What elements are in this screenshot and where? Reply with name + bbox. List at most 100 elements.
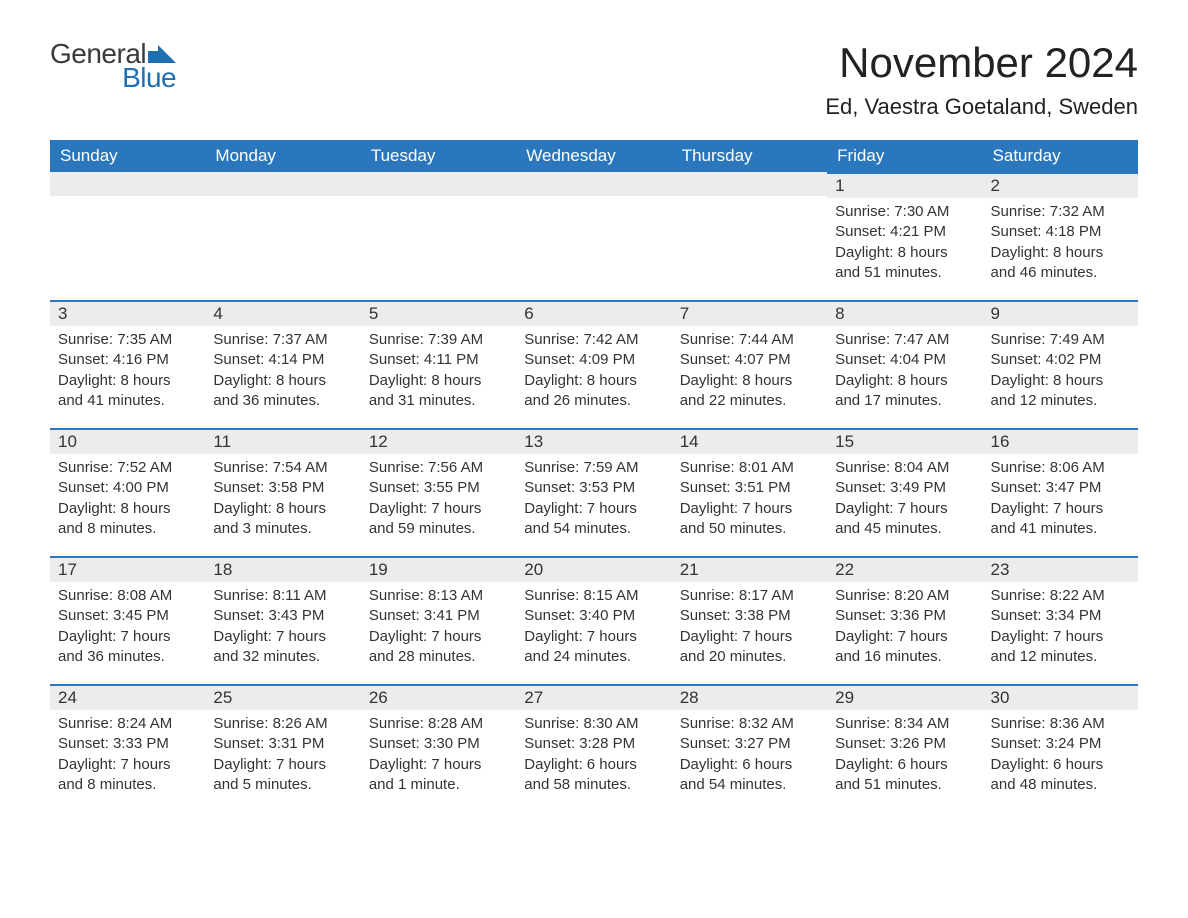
sunrise-line: Sunrise: 8:36 AM bbox=[991, 714, 1130, 734]
calendar-week: 1Sunrise: 7:30 AMSunset: 4:21 PMDaylight… bbox=[50, 172, 1138, 300]
daylight-line: Daylight: 6 hours and 58 minutes. bbox=[524, 755, 663, 796]
sunrise-line: Sunrise: 8:11 AM bbox=[213, 586, 352, 606]
calendar-cell: 16Sunrise: 8:06 AMSunset: 3:47 PMDayligh… bbox=[983, 428, 1138, 556]
daylight-line: Daylight: 7 hours and 41 minutes. bbox=[991, 499, 1130, 540]
calendar-cell: 15Sunrise: 8:04 AMSunset: 3:49 PMDayligh… bbox=[827, 428, 982, 556]
sunrise-line: Sunrise: 7:54 AM bbox=[213, 458, 352, 478]
sunset-line: Sunset: 3:38 PM bbox=[680, 606, 819, 626]
day-details: Sunrise: 8:26 AMSunset: 3:31 PMDaylight:… bbox=[205, 710, 360, 795]
cell-inner: 22Sunrise: 8:20 AMSunset: 3:36 PMDayligh… bbox=[827, 556, 982, 673]
calendar-week: 17Sunrise: 8:08 AMSunset: 3:45 PMDayligh… bbox=[50, 556, 1138, 684]
calendar-cell: 26Sunrise: 8:28 AMSunset: 3:30 PMDayligh… bbox=[361, 684, 516, 812]
sunset-line: Sunset: 3:51 PM bbox=[680, 478, 819, 498]
sunrise-line: Sunrise: 8:26 AM bbox=[213, 714, 352, 734]
sunset-line: Sunset: 3:33 PM bbox=[58, 734, 197, 754]
day-details: Sunrise: 7:42 AMSunset: 4:09 PMDaylight:… bbox=[516, 326, 671, 411]
calendar-cell: 22Sunrise: 8:20 AMSunset: 3:36 PMDayligh… bbox=[827, 556, 982, 684]
cell-inner: 11Sunrise: 7:54 AMSunset: 3:58 PMDayligh… bbox=[205, 428, 360, 545]
sunrise-line: Sunrise: 7:35 AM bbox=[58, 330, 197, 350]
sunrise-line: Sunrise: 8:06 AM bbox=[991, 458, 1130, 478]
day-details: Sunrise: 8:22 AMSunset: 3:34 PMDaylight:… bbox=[983, 582, 1138, 667]
daylight-line: Daylight: 8 hours and 26 minutes. bbox=[524, 371, 663, 412]
cell-inner: 30Sunrise: 8:36 AMSunset: 3:24 PMDayligh… bbox=[983, 684, 1138, 801]
calendar-cell: 4Sunrise: 7:37 AMSunset: 4:14 PMDaylight… bbox=[205, 300, 360, 428]
page: General Blue November 2024 Ed, Vaestra G… bbox=[0, 0, 1188, 852]
calendar-cell: 3Sunrise: 7:35 AMSunset: 4:16 PMDaylight… bbox=[50, 300, 205, 428]
header: General Blue November 2024 Ed, Vaestra G… bbox=[50, 40, 1138, 120]
day-details: Sunrise: 7:52 AMSunset: 4:00 PMDaylight:… bbox=[50, 454, 205, 539]
day-number: 23 bbox=[983, 556, 1138, 582]
cell-inner bbox=[516, 172, 671, 202]
sunset-line: Sunset: 3:26 PM bbox=[835, 734, 974, 754]
calendar-cell: 7Sunrise: 7:44 AMSunset: 4:07 PMDaylight… bbox=[672, 300, 827, 428]
calendar-cell bbox=[50, 172, 205, 300]
cell-inner: 13Sunrise: 7:59 AMSunset: 3:53 PMDayligh… bbox=[516, 428, 671, 545]
calendar-week: 3Sunrise: 7:35 AMSunset: 4:16 PMDaylight… bbox=[50, 300, 1138, 428]
calendar-cell bbox=[361, 172, 516, 300]
weekday-header: Thursday bbox=[672, 140, 827, 172]
cell-inner: 23Sunrise: 8:22 AMSunset: 3:34 PMDayligh… bbox=[983, 556, 1138, 673]
daylight-line: Daylight: 7 hours and 16 minutes. bbox=[835, 627, 974, 668]
day-details: Sunrise: 8:32 AMSunset: 3:27 PMDaylight:… bbox=[672, 710, 827, 795]
daylight-line: Daylight: 8 hours and 12 minutes. bbox=[991, 371, 1130, 412]
day-number: 14 bbox=[672, 428, 827, 454]
calendar-cell: 18Sunrise: 8:11 AMSunset: 3:43 PMDayligh… bbox=[205, 556, 360, 684]
sunrise-line: Sunrise: 7:59 AM bbox=[524, 458, 663, 478]
day-number: 28 bbox=[672, 684, 827, 710]
sunset-line: Sunset: 4:09 PM bbox=[524, 350, 663, 370]
day-number: 24 bbox=[50, 684, 205, 710]
sunset-line: Sunset: 3:49 PM bbox=[835, 478, 974, 498]
day-details: Sunrise: 7:59 AMSunset: 3:53 PMDaylight:… bbox=[516, 454, 671, 539]
calendar-cell: 2Sunrise: 7:32 AMSunset: 4:18 PMDaylight… bbox=[983, 172, 1138, 300]
sunrise-line: Sunrise: 8:08 AM bbox=[58, 586, 197, 606]
day-number: 13 bbox=[516, 428, 671, 454]
day-number: 1 bbox=[827, 172, 982, 198]
sunset-line: Sunset: 4:18 PM bbox=[991, 222, 1130, 242]
day-details: Sunrise: 8:20 AMSunset: 3:36 PMDaylight:… bbox=[827, 582, 982, 667]
calendar-cell: 9Sunrise: 7:49 AMSunset: 4:02 PMDaylight… bbox=[983, 300, 1138, 428]
cell-inner: 16Sunrise: 8:06 AMSunset: 3:47 PMDayligh… bbox=[983, 428, 1138, 545]
sunrise-line: Sunrise: 7:37 AM bbox=[213, 330, 352, 350]
empty-day-bar bbox=[361, 172, 516, 196]
cell-inner: 20Sunrise: 8:15 AMSunset: 3:40 PMDayligh… bbox=[516, 556, 671, 673]
calendar-cell: 14Sunrise: 8:01 AMSunset: 3:51 PMDayligh… bbox=[672, 428, 827, 556]
daylight-line: Daylight: 7 hours and 20 minutes. bbox=[680, 627, 819, 668]
calendar-head: Sunday Monday Tuesday Wednesday Thursday… bbox=[50, 140, 1138, 172]
day-details: Sunrise: 8:08 AMSunset: 3:45 PMDaylight:… bbox=[50, 582, 205, 667]
sunset-line: Sunset: 3:40 PM bbox=[524, 606, 663, 626]
cell-inner bbox=[672, 172, 827, 202]
empty-day-bar bbox=[672, 172, 827, 196]
weekday-header: Wednesday bbox=[516, 140, 671, 172]
calendar-cell: 19Sunrise: 8:13 AMSunset: 3:41 PMDayligh… bbox=[361, 556, 516, 684]
day-details: Sunrise: 8:24 AMSunset: 3:33 PMDaylight:… bbox=[50, 710, 205, 795]
calendar-cell: 24Sunrise: 8:24 AMSunset: 3:33 PMDayligh… bbox=[50, 684, 205, 812]
sunrise-line: Sunrise: 8:32 AM bbox=[680, 714, 819, 734]
calendar-cell: 25Sunrise: 8:26 AMSunset: 3:31 PMDayligh… bbox=[205, 684, 360, 812]
cell-inner: 10Sunrise: 7:52 AMSunset: 4:00 PMDayligh… bbox=[50, 428, 205, 545]
cell-inner: 6Sunrise: 7:42 AMSunset: 4:09 PMDaylight… bbox=[516, 300, 671, 417]
cell-inner: 26Sunrise: 8:28 AMSunset: 3:30 PMDayligh… bbox=[361, 684, 516, 801]
sunrise-line: Sunrise: 7:32 AM bbox=[991, 202, 1130, 222]
daylight-line: Daylight: 7 hours and 59 minutes. bbox=[369, 499, 508, 540]
daylight-line: Daylight: 7 hours and 5 minutes. bbox=[213, 755, 352, 796]
sunset-line: Sunset: 3:41 PM bbox=[369, 606, 508, 626]
day-details: Sunrise: 8:28 AMSunset: 3:30 PMDaylight:… bbox=[361, 710, 516, 795]
daylight-line: Daylight: 7 hours and 12 minutes. bbox=[991, 627, 1130, 668]
cell-inner: 24Sunrise: 8:24 AMSunset: 3:33 PMDayligh… bbox=[50, 684, 205, 801]
day-number: 2 bbox=[983, 172, 1138, 198]
daylight-line: Daylight: 8 hours and 31 minutes. bbox=[369, 371, 508, 412]
calendar-cell: 27Sunrise: 8:30 AMSunset: 3:28 PMDayligh… bbox=[516, 684, 671, 812]
sunrise-line: Sunrise: 8:24 AM bbox=[58, 714, 197, 734]
day-details: Sunrise: 8:17 AMSunset: 3:38 PMDaylight:… bbox=[672, 582, 827, 667]
calendar-cell bbox=[205, 172, 360, 300]
daylight-line: Daylight: 8 hours and 41 minutes. bbox=[58, 371, 197, 412]
daylight-line: Daylight: 7 hours and 32 minutes. bbox=[213, 627, 352, 668]
empty-day-bar bbox=[516, 172, 671, 196]
cell-inner bbox=[205, 172, 360, 202]
calendar-cell: 11Sunrise: 7:54 AMSunset: 3:58 PMDayligh… bbox=[205, 428, 360, 556]
day-number: 21 bbox=[672, 556, 827, 582]
brand-word2: Blue bbox=[50, 64, 176, 92]
sunset-line: Sunset: 3:43 PM bbox=[213, 606, 352, 626]
day-number: 19 bbox=[361, 556, 516, 582]
daylight-line: Daylight: 8 hours and 8 minutes. bbox=[58, 499, 197, 540]
